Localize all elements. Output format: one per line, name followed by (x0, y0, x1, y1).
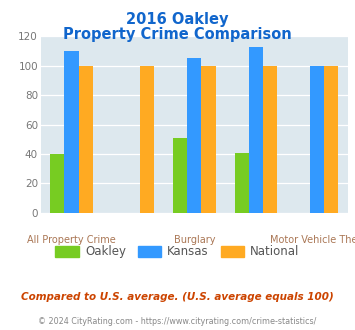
Bar (140, 66, 154, 213)
Text: © 2024 CityRating.com - https://www.cityrating.com/crime-statistics/: © 2024 CityRating.com - https://www.city… (38, 317, 317, 326)
Bar (65, 51, 78, 213)
Text: All Property Crime: All Property Crime (27, 235, 116, 245)
Text: Motor Vehicle Theft: Motor Vehicle Theft (270, 235, 355, 245)
Text: 2016 Oakley: 2016 Oakley (126, 12, 229, 26)
Bar (235, 152, 249, 213)
Bar (263, 66, 277, 213)
Bar (78, 66, 93, 213)
Bar (50, 154, 65, 213)
Text: Burglary: Burglary (174, 235, 215, 245)
Bar (249, 47, 263, 213)
Bar (201, 66, 215, 213)
Text: Property Crime Comparison: Property Crime Comparison (63, 27, 292, 42)
Bar (310, 66, 324, 213)
Bar (324, 66, 338, 213)
Legend: Oakley, Kansas, National: Oakley, Kansas, National (51, 241, 304, 263)
Text: Compared to U.S. average. (U.S. average equals 100): Compared to U.S. average. (U.S. average … (21, 292, 334, 302)
Bar (187, 58, 201, 213)
Bar (173, 138, 187, 213)
